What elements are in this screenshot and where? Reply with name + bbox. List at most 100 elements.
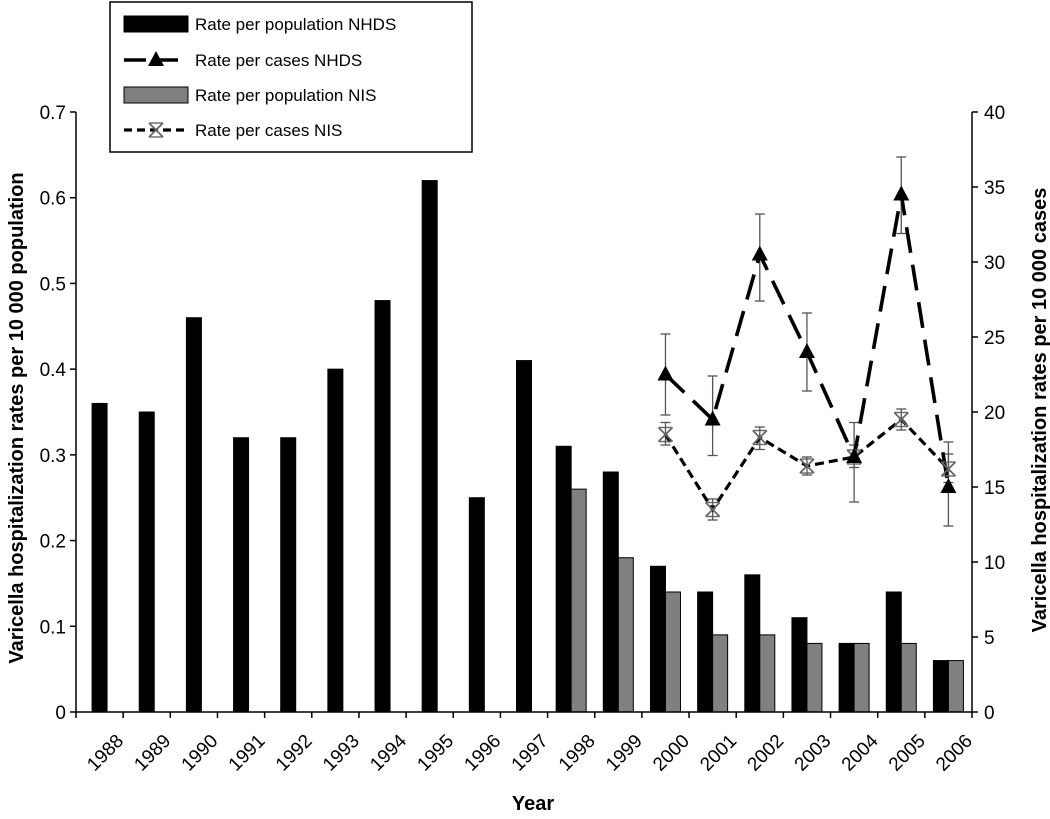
line-nis-cases — [664, 417, 950, 513]
marker-nis-cases-2003 — [799, 458, 815, 474]
marker-nis-cases-2001 — [704, 501, 721, 518]
bars-layer — [91, 180, 964, 713]
x-tick-label-2002: 2002 — [744, 731, 789, 776]
x-tick-label-2005: 2005 — [885, 731, 930, 776]
error-bars-layer — [660, 156, 954, 527]
marker-nis-cases-2006 — [940, 461, 957, 477]
bar-nhds-1989 — [138, 411, 155, 713]
marker-nhds-cases-2006 — [940, 478, 957, 493]
legend-label-0: Rate per population NHDS — [195, 15, 396, 34]
legend-marker-1 — [148, 51, 164, 66]
x-tick-label-1999: 1999 — [602, 731, 647, 776]
legend-marker-3-stroke-b — [148, 122, 164, 138]
bar-nhds-2006 — [932, 660, 949, 713]
marker-nis-cases-2001-stroke-b — [704, 501, 721, 518]
x-tick-label-1991: 1991 — [225, 731, 270, 776]
bar-nhds-1994 — [374, 300, 391, 713]
bar-nhds-1999 — [602, 471, 619, 713]
legend-label-3: Rate per cases NIS — [195, 121, 342, 140]
y-left-tick-label-2: 0.2 — [40, 532, 66, 553]
bar-nis-2003 — [806, 642, 823, 713]
x-tick-label-1988: 1988 — [83, 731, 128, 776]
y-left-tick-label-3: 0.3 — [40, 446, 66, 467]
bar-nis-1998 — [570, 488, 587, 713]
x-tick-label-1990: 1990 — [178, 731, 223, 776]
x-tick-label-1998: 1998 — [555, 731, 600, 776]
lines-layer — [657, 185, 957, 518]
y-left-tick-label-0: 0 — [55, 703, 66, 724]
bar-nhds-2001 — [697, 591, 714, 713]
marker-nhds-cases-2000 — [657, 365, 674, 381]
x-tick-label-2004: 2004 — [838, 730, 883, 775]
marker-nhds-cases-2005 — [893, 185, 910, 201]
bar-nhds-1995 — [421, 180, 438, 713]
y-right-tick-label-4: 20 — [984, 403, 1005, 424]
bar-nis-2004 — [853, 642, 870, 713]
marker-nis-cases-2002 — [752, 429, 768, 446]
y-left-tick-label-1: 0.1 — [40, 617, 66, 638]
marker-nis-cases-2005 — [893, 411, 909, 428]
x-tick-label-2006: 2006 — [932, 731, 977, 776]
marker-nis-cases-2005-stroke-b — [893, 411, 909, 428]
marker-nis-cases-2006-stroke-b — [940, 461, 957, 477]
bar-nhds-1988 — [91, 402, 108, 713]
bar-nis-2001 — [712, 634, 729, 713]
marker-nis-cases-2003-stroke-b — [799, 458, 815, 474]
y-axis-right-title: Varicella hospitalization rates per 10 0… — [1029, 188, 1050, 633]
legend: Rate per population NHDS Rate per cases N… — [109, 1, 473, 153]
x-tick-label-2000: 2000 — [649, 731, 694, 776]
y-left-tick-label-4: 0.4 — [40, 360, 67, 381]
bar-nhds-1998 — [555, 445, 572, 713]
bar-nhds-1992 — [280, 437, 297, 713]
y-axis-left-title: Varicella hospitalization rates per 10 0… — [6, 172, 28, 663]
x-tick-label-1996: 1996 — [461, 731, 506, 776]
bar-nis-1999 — [617, 557, 634, 713]
legend-swatch-2 — [123, 86, 189, 104]
x-tick-label-1993: 1993 — [319, 731, 364, 776]
y-left-tick-label-5: 0.5 — [40, 274, 66, 295]
bar-nhds-2004 — [838, 642, 855, 713]
x-tick-label-1997: 1997 — [508, 731, 553, 776]
y-right-tick-label-5: 25 — [984, 328, 1005, 349]
x-tick-label-1994: 1994 — [366, 730, 411, 775]
bar-nhds-1997 — [516, 360, 532, 713]
bar-nhds-2003 — [791, 617, 808, 713]
marker-nhds-cases-2003 — [798, 343, 815, 358]
y-left-tick-label-7: 0.7 — [40, 103, 66, 124]
y-right-tick-label-3: 15 — [984, 478, 1005, 499]
marker-nhds-cases-2002 — [751, 245, 768, 261]
legend-label-1: Rate per cases NHDS — [195, 51, 362, 70]
x-tick-label-1992: 1992 — [272, 731, 317, 776]
bar-nhds-2005 — [885, 591, 902, 713]
y-right-tick-label-6: 30 — [984, 253, 1005, 274]
bar-nhds-2000 — [649, 565, 666, 713]
y-right-tick-label-2: 10 — [984, 553, 1005, 574]
marker-nhds-cases-2001 — [704, 410, 721, 426]
bar-nis-2006 — [947, 660, 964, 713]
legend-label-2: Rate per population NIS — [195, 86, 376, 105]
bar-nis-2002 — [759, 634, 776, 713]
bar-nhds-1991 — [233, 437, 250, 713]
bar-nhds-1990 — [185, 317, 202, 713]
y-right-tick-label-8: 40 — [984, 103, 1005, 124]
x-tick-label-1989: 1989 — [130, 731, 175, 776]
y-right-tick-label-0: 0 — [984, 703, 995, 724]
x-tick-label-2003: 2003 — [791, 731, 836, 776]
y-right-tick-label-1: 5 — [984, 628, 995, 649]
marker-nhds-cases-2004 — [846, 448, 863, 463]
bar-nhds-1996 — [468, 497, 485, 713]
bar-nis-2005 — [900, 642, 917, 713]
marker-nis-cases-2002-stroke-b — [752, 429, 768, 446]
marker-nis-cases-2000-stroke-b — [657, 426, 674, 443]
x-tick-label-2001: 2001 — [696, 731, 741, 776]
bar-nis-2000 — [664, 591, 681, 713]
marker-nis-cases-2000 — [657, 426, 674, 443]
legend-swatch-0 — [123, 15, 189, 33]
legend-marker-3 — [148, 122, 164, 138]
x-tick-label-1995: 1995 — [413, 731, 458, 776]
y-left-tick-label-6: 0.6 — [40, 189, 66, 210]
x-axis-title: Year — [512, 793, 554, 815]
y-right-tick-label-7: 35 — [984, 178, 1005, 199]
bar-nhds-1993 — [327, 368, 344, 713]
